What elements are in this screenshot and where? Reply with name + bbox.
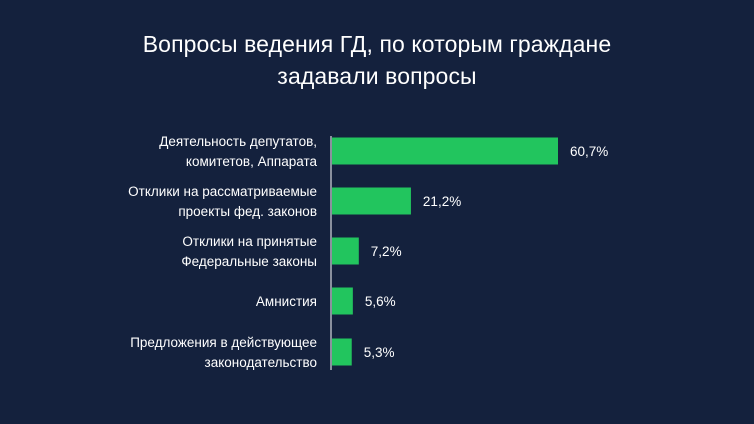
- data-label-2: 7,2%: [371, 244, 402, 259]
- category-label-3-line-1: Амнистия: [256, 294, 317, 309]
- chart-title-line-2: задавали вопросы: [277, 63, 477, 89]
- bar-4: [332, 338, 352, 366]
- category-label-1-line-2: проекты фед. законов: [178, 204, 317, 219]
- data-label-0: 60,7%: [570, 144, 608, 159]
- category-label-4-line-1: Предложения в действующее: [130, 335, 317, 350]
- chart-title-line-1: Вопросы ведения ГД, по которым граждане: [142, 31, 612, 57]
- data-label-4: 5,3%: [364, 345, 395, 360]
- data-label-3: 5,6%: [365, 294, 396, 309]
- category-label-0-line-2: комитетов, Аппарата: [186, 154, 318, 169]
- category-label-4-line-2: законодательство: [205, 355, 317, 370]
- data-label-1: 21,2%: [423, 194, 461, 209]
- chart-title: Вопросы ведения ГД, по которым граждане …: [0, 28, 754, 92]
- bar-3: [332, 287, 353, 315]
- bar-0: [332, 137, 558, 165]
- category-label-0-line-1: Деятельность депутатов,: [159, 134, 317, 149]
- category-label-2-line-2: Федеральные законы: [181, 254, 317, 269]
- category-label-2-line-1: Отклики на принятые: [182, 234, 317, 249]
- bar-1: [332, 187, 411, 215]
- bar-2: [332, 237, 359, 265]
- category-label-1-line-1: Отклики на рассматриваемые: [128, 184, 317, 199]
